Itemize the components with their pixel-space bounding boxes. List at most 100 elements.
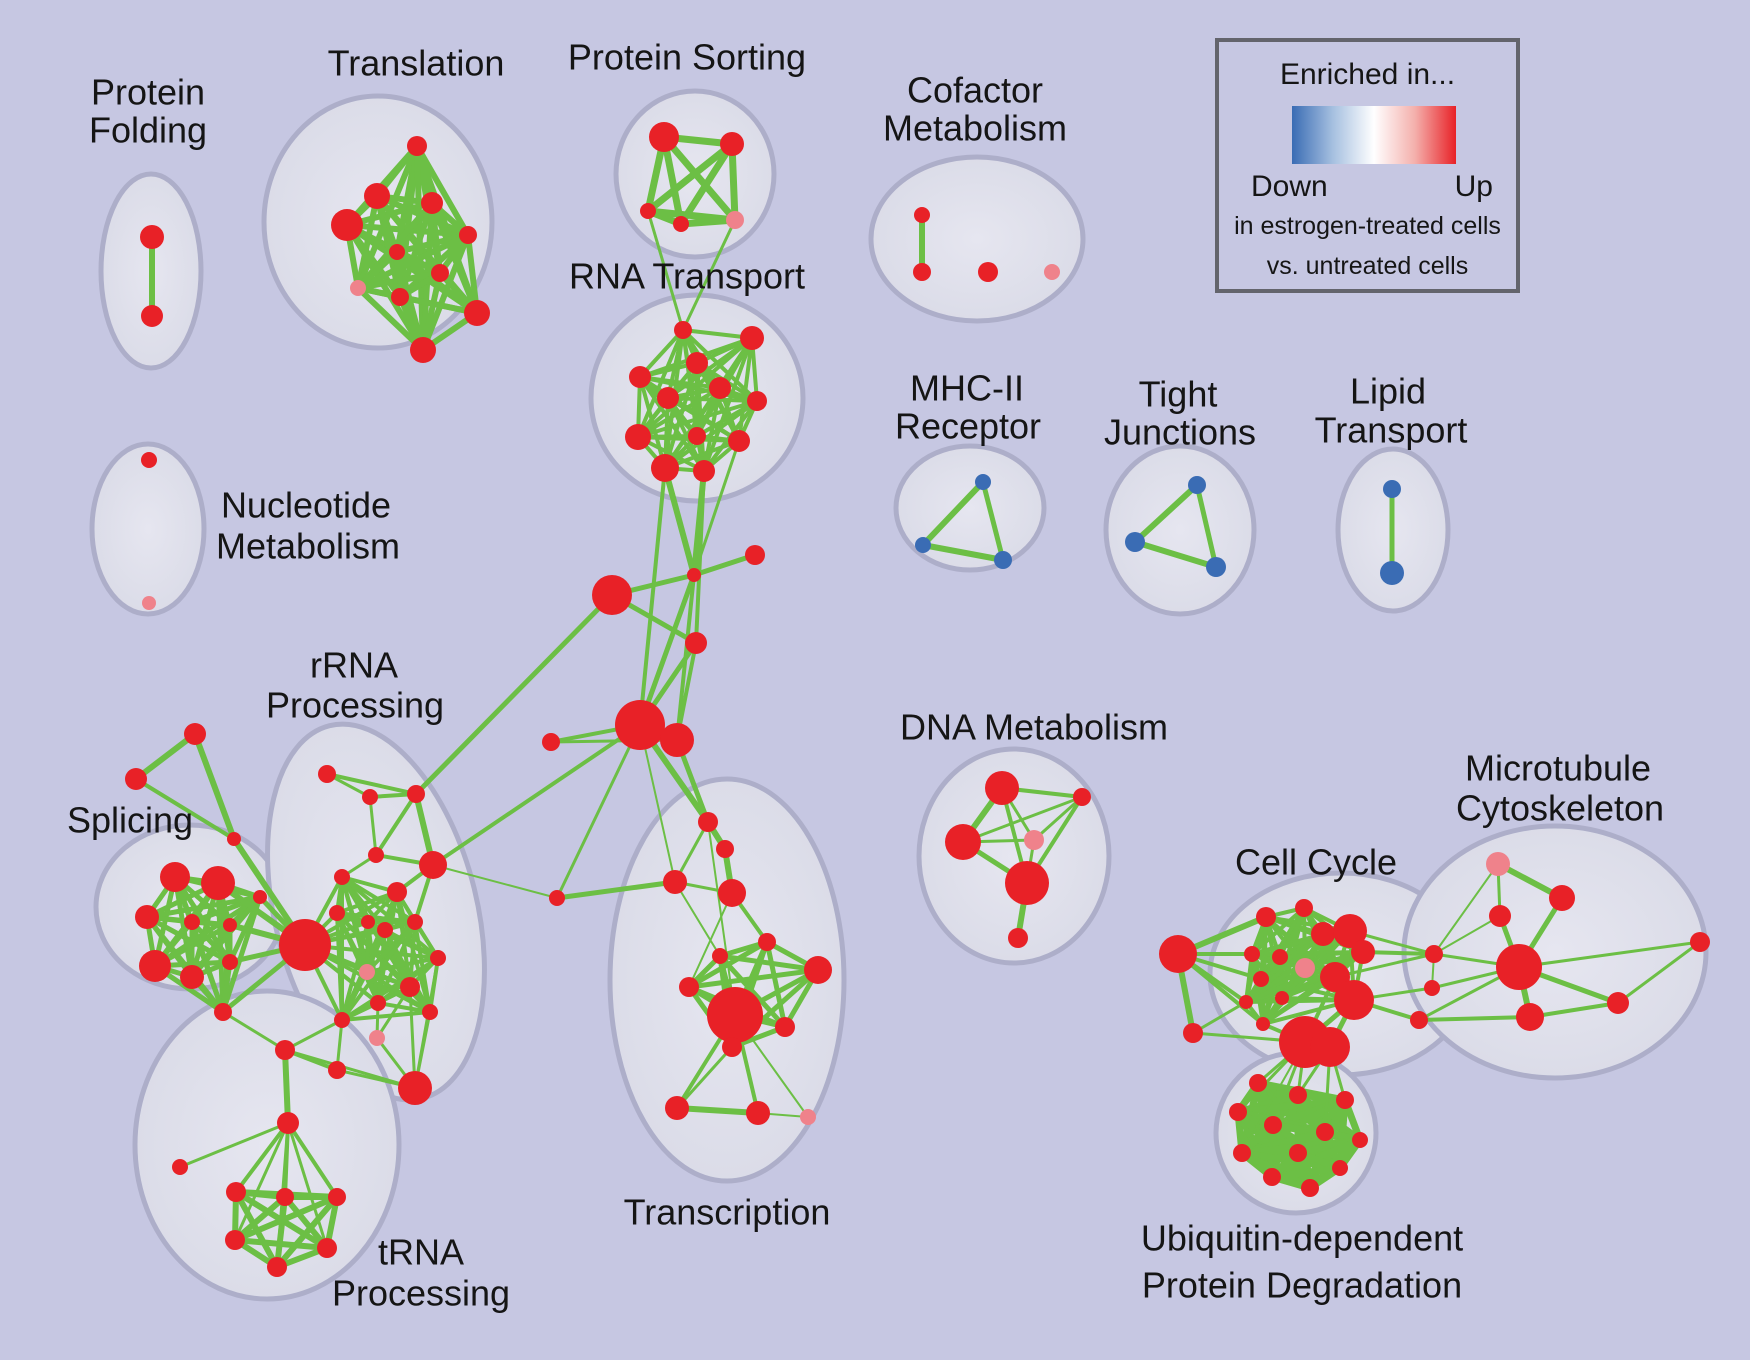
edge-tx5-tx10 <box>764 939 788 1030</box>
edge-ch6-tx3 <box>554 879 678 901</box>
gene-set-node-tl4 <box>421 192 443 214</box>
edge-hb1-tx3 <box>639 724 676 883</box>
gene-set-node-mt4 <box>1496 944 1542 990</box>
gene-set-node-cf4 <box>1044 264 1060 280</box>
gene-set-node-pf2 <box>141 305 163 327</box>
gene-set-node-sp6 <box>253 890 267 904</box>
gene-set-node-rt3 <box>686 352 708 374</box>
gene-set-node-mt2 <box>1549 885 1575 911</box>
edge-cc9-cc12 <box>1244 932 1325 1004</box>
gene-set-node-lt2 <box>1380 561 1404 585</box>
gene-set-node-tx1 <box>698 812 718 832</box>
cluster-label-microtubule: Microtubule <box>1465 748 1651 789</box>
edge-rr8-rr17 <box>335 911 344 1022</box>
cluster-label-splicing: Splicing <box>67 800 193 841</box>
edge-mt4-mt10 <box>1517 940 1702 969</box>
edge-tl5-tl10 <box>465 232 480 316</box>
edge-tn5-tn7 <box>232 1194 288 1243</box>
edge-tl5-tl9 <box>397 232 471 300</box>
edge-rr12-rr17 <box>340 956 440 1022</box>
edge-rr1-rr3 <box>325 772 418 796</box>
cluster-label-metabolism: Metabolism <box>883 108 1067 149</box>
edge-tn1-rr20 <box>283 1048 417 1090</box>
edge-cc4-cc5 <box>1250 906 1306 956</box>
gene-set-node-sp1 <box>160 862 190 892</box>
edge-rt4-rt11 <box>638 375 667 470</box>
gene-set-node-tl11 <box>410 337 436 363</box>
gene-set-node-rt4 <box>629 366 651 388</box>
cluster-ellipse-dna-metabolism <box>916 746 1112 966</box>
gene-set-node-tj1 <box>1188 476 1206 494</box>
edge-tx11-tx12 <box>675 1045 734 1110</box>
edge-rt12-ch4 <box>694 469 706 645</box>
gene-set-node-mt3 <box>1489 905 1511 927</box>
legend-endpoints: Down Up <box>1251 170 1493 204</box>
gene-set-node-tj3 <box>1206 557 1226 577</box>
edge-rt4-rt12 <box>638 375 706 473</box>
gene-set-node-mh1 <box>975 474 991 490</box>
gene-set-node-tx13 <box>746 1101 770 1125</box>
edge-mt1-mt5 <box>1433 863 1499 955</box>
gene-set-node-ps3 <box>640 203 656 219</box>
gene-set-node-mt1 <box>1486 852 1510 876</box>
gene-set-node-tn9 <box>267 1257 287 1277</box>
gene-set-node-ch6 <box>549 890 565 906</box>
edge-ps1-ps5 <box>660 133 739 224</box>
edge-cc14-mt5 <box>1333 952 1436 979</box>
gene-set-node-rt9 <box>688 427 706 445</box>
gene-set-node-tn7 <box>225 1230 245 1250</box>
edge-rr2-rr4 <box>368 795 378 857</box>
edge-mh1-mh2 <box>920 479 986 548</box>
edge-mh2-mh3 <box>920 542 1006 563</box>
gene-set-node-ps4 <box>673 216 689 232</box>
gene-set-node-rr16 <box>370 995 386 1011</box>
gene-set-node-tn5 <box>276 1188 294 1206</box>
edge-sp6-sp10 <box>220 894 263 1015</box>
gene-set-node-rr4 <box>368 847 384 863</box>
gene-set-node-dn1 <box>985 771 1019 805</box>
gene-set-node-rt2 <box>740 326 764 350</box>
gene-set-node-rr13 <box>359 964 375 980</box>
gene-set-node-ch3 <box>592 575 632 615</box>
edge-mt7-mt8 <box>1417 1015 1532 1022</box>
legend-subtitle-2: vs. untreated cells <box>1266 252 1469 280</box>
gene-set-node-ch2 <box>745 545 765 565</box>
edge-rr15-rr17 <box>340 1010 432 1022</box>
gene-set-node-ps1 <box>649 122 679 152</box>
edge-rt6-rt7 <box>666 396 759 403</box>
edge-tj1-tj2 <box>1132 482 1200 545</box>
gene-set-node-cc2 <box>1183 1023 1203 1043</box>
cluster-ellipse-tight-junctions <box>1103 443 1257 617</box>
gene-set-node-cc16 <box>1334 980 1374 1020</box>
gene-set-node-sp5 <box>223 918 237 932</box>
edge-dn2-dn4 <box>1032 795 1084 842</box>
edge-tx1-tx9 <box>707 821 736 1016</box>
gene-set-node-rr17 <box>334 1012 350 1028</box>
gene-set-node-cc8 <box>1295 958 1315 978</box>
gene-set-node-ps2 <box>720 132 744 156</box>
edge-ch6-hb1 <box>555 723 642 900</box>
cluster-label-transcription: Transcription <box>624 1192 831 1233</box>
edge-mh1-mh3 <box>980 479 1006 563</box>
gene-set-node-rt6 <box>657 387 679 409</box>
edge-rr11-rr16 <box>376 920 417 1005</box>
gene-set-node-rr8 <box>329 905 345 921</box>
edge-cc5-cc9 <box>1244 952 1254 1004</box>
gene-set-node-cc6 <box>1272 949 1288 965</box>
gene-set-node-cc18 <box>1310 1027 1350 1067</box>
edge-tl7-tl8 <box>355 270 443 291</box>
gene-set-node-ub11 <box>1263 1168 1281 1186</box>
gene-set-node-rr12 <box>430 950 446 966</box>
edge-tj2-tj3 <box>1132 539 1219 570</box>
edge-sp4-sp6 <box>189 894 263 925</box>
cluster-label-protein-sorting: Protein Sorting <box>568 37 806 78</box>
edge-ps4-ps5 <box>677 216 739 228</box>
gene-set-node-ub9 <box>1289 1144 1307 1162</box>
edge-tn7-tn8 <box>232 1237 330 1251</box>
edge-tn2-tn6 <box>286 1121 339 1199</box>
gene-set-node-mh2 <box>915 537 931 553</box>
gene-set-node-ub6 <box>1316 1123 1334 1141</box>
gene-set-node-tx11 <box>722 1037 742 1057</box>
gene-set-node-nm2 <box>142 596 156 610</box>
